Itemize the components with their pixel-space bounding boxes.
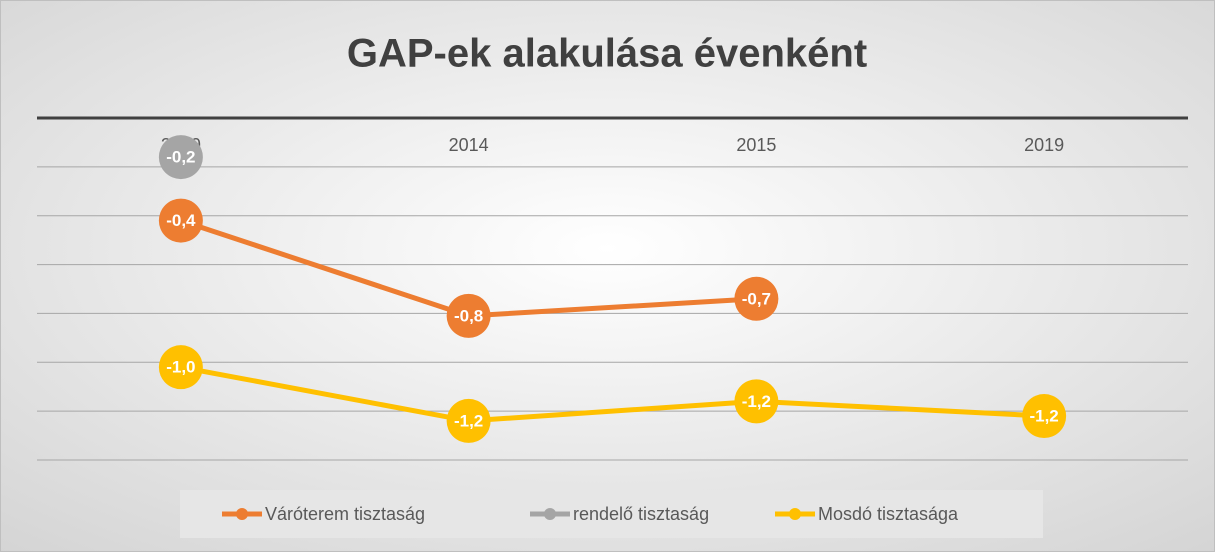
data-point: [446, 293, 491, 338]
data-label: -1,2: [742, 392, 771, 411]
data-point: [158, 198, 203, 243]
legend-label: Váróterem tisztaság: [265, 504, 425, 524]
data-label: -0,8: [454, 306, 483, 325]
chart-title: GAP-ek alakulása évenként: [347, 32, 867, 76]
data-point: [158, 345, 203, 390]
data-label: -0,7: [742, 289, 771, 308]
data-point: [1022, 394, 1067, 439]
series-line: [180, 364, 1045, 424]
data-point: [446, 398, 491, 443]
data-point: [158, 135, 203, 180]
legend-label: Mosdó tisztasága: [818, 504, 959, 524]
data-point: [734, 276, 779, 321]
legend-marker: [236, 508, 248, 520]
data-label: -0,4: [166, 211, 196, 230]
data-point: [734, 379, 779, 424]
legend-marker: [544, 508, 556, 520]
legend-label: rendelő tisztaság: [573, 504, 709, 524]
data-label: -1,2: [1029, 407, 1058, 426]
x-tick-label: 2015: [736, 135, 776, 155]
x-tick-label: 2014: [449, 135, 489, 155]
data-label: -1,2: [454, 411, 483, 430]
legend-box: [180, 490, 1043, 538]
data-label: -1,0: [166, 358, 195, 377]
data-label: -0,2: [166, 148, 195, 167]
x-tick-label: 2019: [1024, 135, 1064, 155]
legend-marker: [789, 508, 801, 520]
